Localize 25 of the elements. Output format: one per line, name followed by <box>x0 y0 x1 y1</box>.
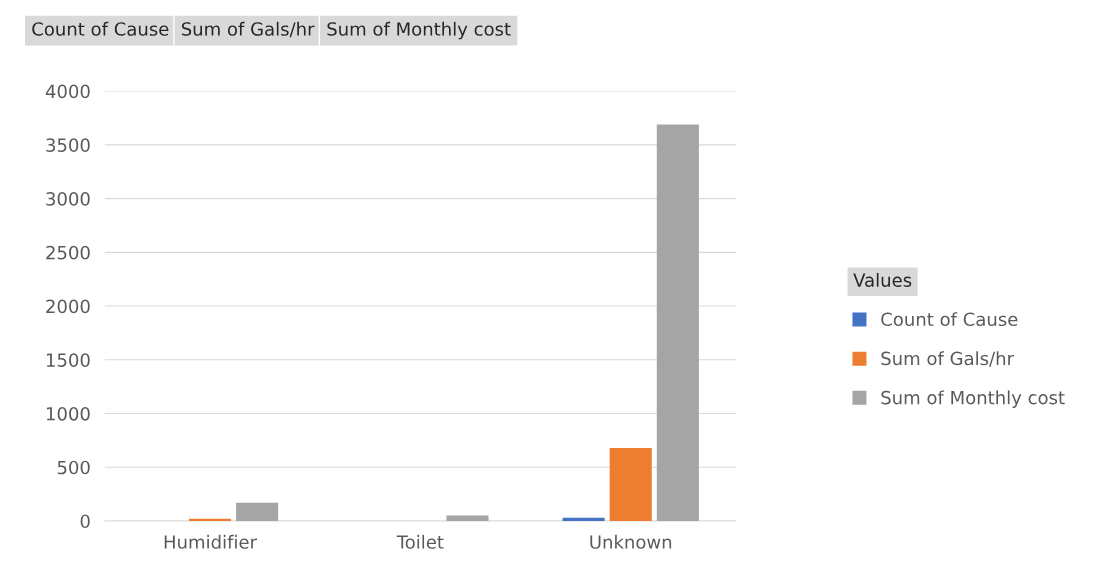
x-tick-label: Unknown <box>590 534 672 549</box>
bar <box>188 518 232 521</box>
bar <box>446 515 489 521</box>
text: Sum of Monthly cost <box>327 21 511 40</box>
y-tick-label: 3500 <box>46 138 90 152</box>
y-tick-label: 1000 <box>46 406 90 421</box>
legend-label: Count of Cause <box>881 312 1018 327</box>
text: Count of Cause <box>32 21 169 36</box>
y-tick-label: 4000 <box>45 84 90 99</box>
y-tick-label: 2000 <box>46 299 90 314</box>
x-tick-label: Humidifier <box>164 534 257 549</box>
text: Sum of Gals/hr <box>181 21 315 38</box>
legend-title: Values <box>853 272 912 287</box>
legend-label: Sum of Monthly cost <box>881 390 1065 408</box>
y-tick-label: 3000 <box>46 192 90 206</box>
y-tick-label: 0 <box>80 514 90 529</box>
y-tick-label: 500 <box>57 460 90 475</box>
bar <box>562 517 605 521</box>
x-tick-label: Toilet <box>396 534 444 549</box>
bar <box>236 502 279 521</box>
legend-label: Sum of Gals/hr <box>881 351 1015 367</box>
bar <box>609 447 652 521</box>
y-tick-label: 1500 <box>46 353 90 367</box>
y-tick-label: 2500 <box>46 245 90 260</box>
bar <box>656 124 699 521</box>
